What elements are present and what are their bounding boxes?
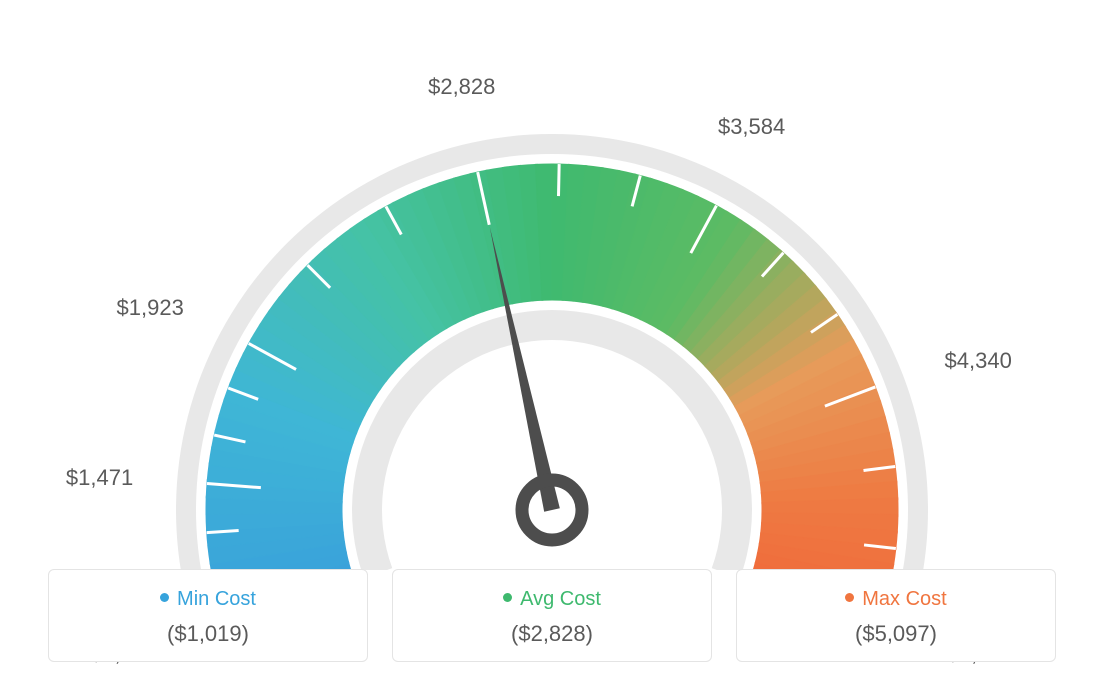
dot-icon [503,593,512,602]
legend-title-min-text: Min Cost [177,588,256,610]
legend-card-avg: Avg Cost ($2,828) [392,569,712,662]
dot-icon [845,593,854,602]
scale-label: $2,828 [428,74,495,100]
legend-value-avg: ($2,828) [405,621,699,647]
chart-container: $1,019$1,471$1,923$2,828$3,584$4,340$5,0… [0,0,1104,690]
legend-row: Min Cost ($1,019) Avg Cost ($2,828) Max … [48,569,1056,662]
gauge-area: $1,019$1,471$1,923$2,828$3,584$4,340$5,0… [0,0,1104,560]
dot-icon [160,593,169,602]
legend-value-max: ($5,097) [749,621,1043,647]
scale-label: $1,923 [117,295,184,321]
legend-card-min: Min Cost ($1,019) [48,569,368,662]
gauge-svg [52,50,1052,570]
scale-label: $3,584 [718,114,785,140]
scale-label: $4,340 [945,348,1012,374]
legend-title-avg: Avg Cost [405,588,699,611]
legend-title-min: Min Cost [61,588,355,611]
legend-title-avg-text: Avg Cost [520,588,601,610]
legend-card-max: Max Cost ($5,097) [736,569,1056,662]
legend-title-max-text: Max Cost [862,588,946,610]
scale-label: $1,471 [66,465,133,491]
legend-value-min: ($1,019) [61,621,355,647]
legend-title-max: Max Cost [749,588,1043,611]
